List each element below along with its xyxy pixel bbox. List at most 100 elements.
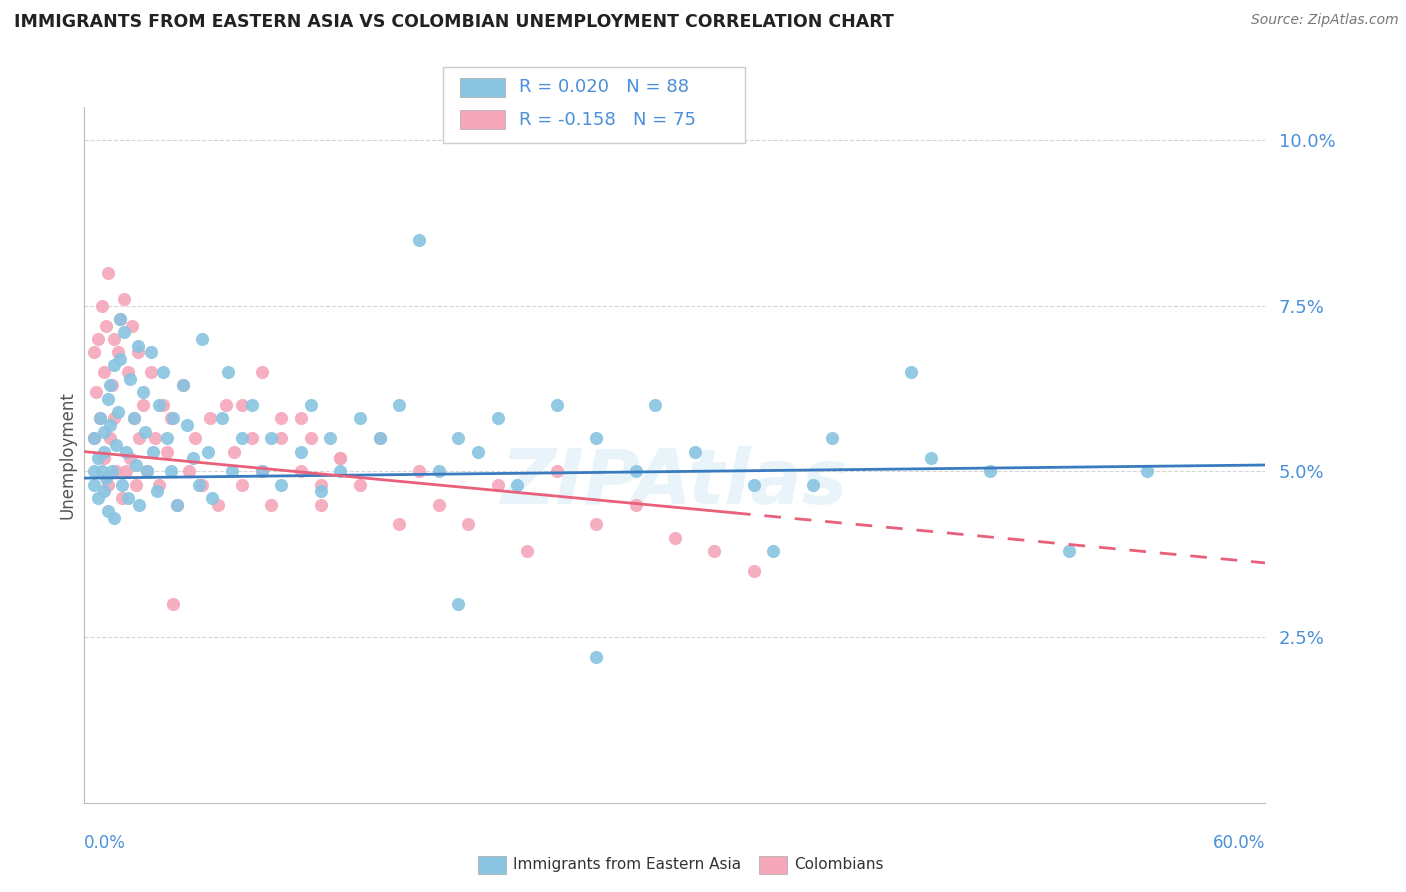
- Point: [128, 431, 150, 445]
- Point: [742, 477, 765, 491]
- Point: [132, 384, 155, 399]
- Point: [270, 477, 292, 491]
- Point: [516, 544, 538, 558]
- Point: [136, 465, 159, 479]
- Point: [118, 372, 141, 386]
- Point: [221, 465, 243, 479]
- Point: [148, 477, 170, 491]
- Point: [104, 465, 127, 479]
- Point: [128, 498, 150, 512]
- Point: [156, 444, 179, 458]
- Point: [349, 411, 371, 425]
- Point: [217, 365, 239, 379]
- Point: [319, 431, 342, 445]
- Point: [447, 597, 470, 611]
- Point: [122, 411, 145, 425]
- Point: [122, 411, 145, 425]
- Point: [506, 477, 529, 491]
- Point: [683, 444, 706, 458]
- Point: [270, 411, 292, 425]
- Point: [108, 312, 131, 326]
- Point: [160, 411, 183, 425]
- Point: [801, 477, 824, 491]
- Point: [84, 384, 107, 399]
- Point: [103, 511, 125, 525]
- Point: [124, 458, 146, 472]
- Point: [191, 332, 214, 346]
- Point: [111, 491, 134, 505]
- Point: [87, 451, 110, 466]
- Point: [98, 418, 121, 433]
- Point: [250, 465, 273, 479]
- Point: [388, 517, 411, 532]
- Point: [108, 312, 131, 326]
- Point: [585, 650, 607, 665]
- Point: [762, 544, 785, 558]
- Point: [486, 411, 509, 425]
- Text: Colombians: Colombians: [794, 857, 884, 871]
- Point: [742, 564, 765, 578]
- Point: [152, 398, 174, 412]
- Point: [467, 444, 489, 458]
- Point: [200, 411, 222, 425]
- Point: [290, 444, 312, 458]
- Point: [177, 465, 200, 479]
- Point: [103, 411, 125, 425]
- Point: [309, 477, 332, 491]
- Point: [114, 444, 136, 458]
- Point: [141, 365, 163, 379]
- Text: ZIPAtlas: ZIPAtlas: [501, 446, 849, 520]
- Point: [211, 411, 233, 425]
- Text: IMMIGRANTS FROM EASTERN ASIA VS COLOMBIAN UNEMPLOYMENT CORRELATION CHART: IMMIGRANTS FROM EASTERN ASIA VS COLOMBIA…: [14, 13, 894, 31]
- Point: [644, 398, 666, 412]
- Point: [368, 431, 391, 445]
- Point: [156, 431, 179, 445]
- Point: [260, 498, 283, 512]
- Point: [172, 378, 194, 392]
- Point: [900, 365, 922, 379]
- Point: [457, 517, 479, 532]
- Point: [624, 465, 647, 479]
- Point: [309, 484, 332, 499]
- Point: [664, 531, 686, 545]
- Point: [585, 431, 607, 445]
- Point: [546, 398, 568, 412]
- Point: [368, 431, 391, 445]
- Point: [83, 345, 105, 359]
- Point: [93, 484, 115, 499]
- Point: [121, 318, 143, 333]
- Point: [97, 392, 120, 406]
- Point: [117, 491, 139, 505]
- Point: [127, 338, 149, 352]
- Point: [107, 345, 129, 359]
- Point: [97, 266, 120, 280]
- Point: [93, 425, 115, 439]
- Point: [94, 471, 117, 485]
- Point: [222, 444, 245, 458]
- Point: [388, 398, 411, 412]
- Point: [142, 444, 165, 458]
- Point: [143, 431, 166, 445]
- Point: [250, 365, 273, 379]
- Point: [97, 477, 120, 491]
- Point: [299, 398, 322, 412]
- Point: [87, 491, 110, 505]
- Point: [111, 477, 134, 491]
- Point: [101, 378, 124, 392]
- Point: [112, 326, 135, 340]
- Point: [1136, 465, 1159, 479]
- Point: [408, 233, 430, 247]
- Point: [427, 465, 450, 479]
- Point: [231, 398, 253, 412]
- Point: [136, 465, 159, 479]
- Point: [447, 431, 470, 445]
- Point: [146, 484, 169, 499]
- Point: [920, 451, 942, 466]
- Point: [107, 405, 129, 419]
- Point: [329, 465, 352, 479]
- Point: [201, 491, 224, 505]
- Point: [250, 465, 273, 479]
- Point: [108, 351, 131, 366]
- Text: R = 0.020   N = 88: R = 0.020 N = 88: [519, 78, 689, 96]
- Point: [93, 451, 115, 466]
